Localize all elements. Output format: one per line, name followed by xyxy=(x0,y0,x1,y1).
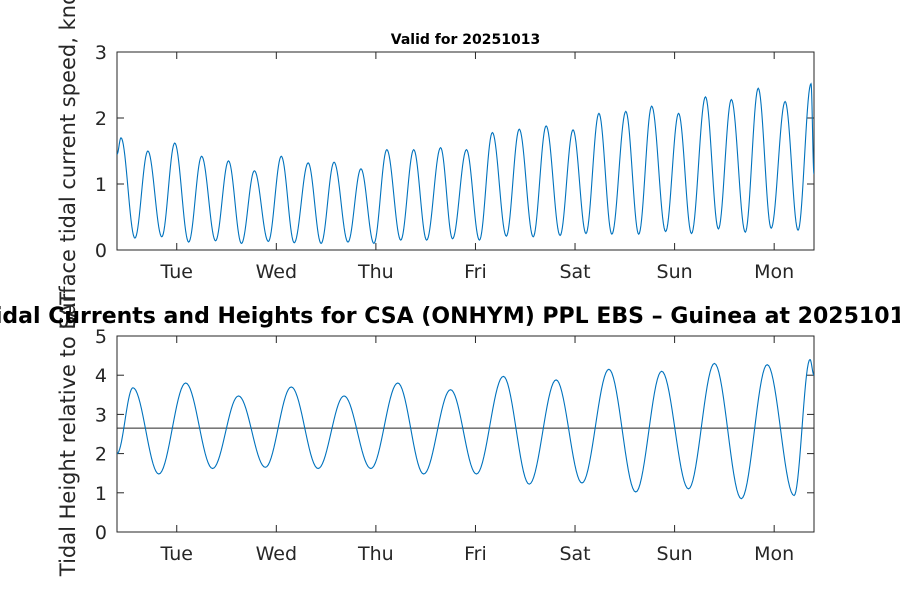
x-tick-label-sun: Sun xyxy=(657,543,693,565)
tidal-height-line xyxy=(117,358,814,500)
y-tick-label: 4 xyxy=(95,365,107,387)
x-tick-label-tue: Tue xyxy=(160,261,193,283)
y-tick-label: 3 xyxy=(95,404,107,426)
y-axis-label: Tidal Height relative to LAT xyxy=(56,292,80,577)
x-tick-label-mon: Mon xyxy=(754,261,794,283)
y-tick-label: 2 xyxy=(95,444,107,466)
x-tick-label-thu: Thu xyxy=(357,261,394,283)
x-tick-label-sat: Sat xyxy=(559,543,590,565)
figure-title: Tidal Currents and Heights for CSA (ONHY… xyxy=(0,304,900,329)
x-tick-label-mon: Mon xyxy=(754,543,794,565)
y-axis-label: Surface tidal current speed, knots xyxy=(56,0,80,329)
y-tick-label: 1 xyxy=(95,483,107,505)
y-tick-label: 0 xyxy=(95,240,107,262)
x-tick-label-thu: Thu xyxy=(357,543,394,565)
x-tick-label-sun: Sun xyxy=(657,261,693,283)
y-tick-label: 1 xyxy=(95,174,107,196)
x-tick-label-wed: Wed xyxy=(256,261,297,283)
panel-title: Valid for 20251013 xyxy=(391,32,540,48)
current-speed-line xyxy=(117,82,814,245)
x-tick-label-wed: Wed xyxy=(256,543,297,565)
x-tick-label-sat: Sat xyxy=(559,261,590,283)
current-speed-panel: 0 1 2 3 Tue Wed Thu Fri Sat Sun Mon Valid for 20251… xyxy=(56,0,815,329)
x-tick-label-tue: Tue xyxy=(160,543,193,565)
tidal-height-panel: 0 1 2 3 4 5 Tue Wed Thu Fri Sat Sun Mon Tidal Height … xyxy=(56,292,815,577)
y-tick-label: 5 xyxy=(95,326,107,348)
x-tick-label-fri: Fri xyxy=(464,543,487,565)
axes-box xyxy=(116,335,815,533)
x-tick-label-fri: Fri xyxy=(464,261,487,283)
y-tick-label: 0 xyxy=(95,522,107,544)
y-tick-label: 2 xyxy=(95,108,107,130)
y-tick-label: 3 xyxy=(95,42,107,64)
